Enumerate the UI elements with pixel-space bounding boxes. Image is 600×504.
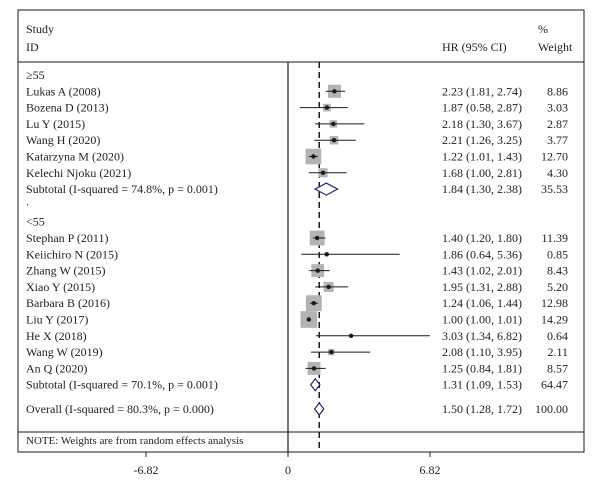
subgroup-label: ≥55 (26, 68, 45, 82)
hr-ci-value: 1.40 (1.20, 1.80) (442, 231, 522, 245)
point-estimate (348, 333, 354, 338)
weight-value: 8.86 (547, 84, 568, 98)
hr-ci-value: 2.18 (1.30, 3.67) (442, 117, 522, 131)
point-estimate (314, 235, 320, 241)
point-estimate (320, 170, 326, 175)
weight-value: 8.43 (547, 264, 568, 278)
weight-value: 12.70 (541, 150, 568, 164)
study-name: An Q (2020) (26, 361, 87, 375)
subgroup-label: <55 (26, 215, 45, 229)
random-effects-note: NOTE: Weights are from random effects an… (26, 435, 243, 447)
axis-tick-label: 6.82 (420, 463, 441, 477)
hr-ci-header: HR (95% CI) (442, 40, 507, 54)
pooled-label: Subtotal (I-squared = 70.1%, p = 0.001) (26, 378, 218, 392)
hr-ci-value: 1.95 (1.31, 2.88) (442, 280, 522, 294)
pooled-label: Subtotal (I-squared = 74.8%, p = 0.001) (26, 182, 218, 196)
study-name: Wang W (2019) (26, 345, 103, 359)
weight-value: 5.20 (547, 280, 568, 294)
weight-value: 8.57 (547, 361, 568, 375)
plot-frame (17, 9, 585, 453)
point-estimate (324, 252, 329, 257)
pooled-diamond (309, 377, 321, 392)
pooled-weight: 35.53 (541, 182, 568, 196)
hr-ci-value: 2.08 (1.10, 3.95) (442, 345, 522, 359)
hr-ci-value: 1.22 (1.01, 1.43) (442, 150, 522, 164)
hr-ci-value: 1.24 (1.06, 1.44) (442, 296, 522, 310)
weight-value: 3.03 (547, 101, 568, 115)
point-estimate (329, 349, 334, 355)
weight-value: 14.29 (541, 313, 568, 327)
point-estimate (311, 154, 316, 159)
axis-tick-label: -6.82 (134, 463, 159, 477)
hr-ci-value: 1.00 (1.00, 1.01) (442, 313, 522, 327)
pooled-diamond (313, 182, 339, 196)
weight-value: 0.85 (547, 247, 568, 261)
id-header: ID (26, 40, 39, 54)
hr-ci-value: 1.25 (0.84, 1.81) (442, 361, 522, 375)
study-name: Lukas A (2008) (26, 84, 101, 98)
weight-value: 11.39 (541, 231, 568, 245)
point-estimate (311, 366, 317, 371)
point-estimate (306, 317, 312, 322)
x-axis: -6.82 0 6.82 (134, 452, 441, 477)
pooled-hr-ci: 1.50 (1.28, 1.72) (442, 402, 522, 416)
pooled-hr-ci: 1.31 (1.09, 1.53) (442, 378, 522, 392)
hr-ci-value: 1.43 (1.02, 2.01) (442, 264, 522, 278)
pooled-weight: 64.47 (541, 378, 568, 392)
pooled-diamond (313, 402, 325, 416)
weight-value: 12.98 (541, 296, 568, 310)
study-name: Barbara B (2016) (26, 296, 110, 310)
hr-ci-value: 2.21 (1.26, 3.25) (442, 133, 522, 147)
pooled-weight: 100.00 (535, 402, 568, 416)
study-name: Wang H (2020) (26, 133, 100, 147)
point-estimate (311, 301, 317, 306)
study-name: He X (2018) (26, 329, 87, 343)
forest-rows: ≥55 Lukas A (2008) 2.23 (1.81, 2.74) 8.86 Bo… (26, 68, 568, 416)
weight-header: Weight (538, 40, 573, 54)
weight-pct-header: % (538, 22, 548, 36)
study-name: Kelechi Njoku (2021) (26, 166, 131, 180)
hr-ci-value: 3.03 (1.34, 6.82) (442, 329, 522, 343)
point-estimate (326, 284, 331, 290)
study-name: Keiichiro N (2015) (26, 247, 118, 261)
axis-tick-label: 0 (285, 463, 291, 477)
pooled-hr-ci: 1.84 (1.30, 2.38) (442, 182, 522, 196)
weight-value: 2.87 (547, 117, 568, 131)
study-name: Liu Y (2017) (26, 313, 88, 327)
study-header: Study (26, 22, 54, 36)
study-name: Lu Y (2015) (26, 117, 85, 131)
pooled-label: Overall (I-squared = 80.3%, p = 0.000) (26, 402, 214, 416)
study-name: Xiao Y (2015) (26, 280, 95, 294)
weight-value: 3.77 (547, 133, 568, 147)
point-estimate (324, 105, 330, 110)
weight-value: 0.64 (547, 329, 568, 343)
study-name: Zhang W (2015) (26, 264, 106, 278)
weight-value: 4.30 (547, 166, 568, 180)
hr-ci-value: 1.68 (1.00, 2.81) (442, 166, 522, 180)
study-name: Katarzyna M (2020) (26, 150, 124, 164)
hr-ci-value: 2.23 (1.81, 2.74) (442, 84, 522, 98)
point-estimate (331, 121, 336, 127)
study-name: Bozena D (2013) (26, 101, 109, 115)
point-estimate (315, 268, 320, 273)
point-estimate (332, 89, 337, 94)
point-estimate (331, 138, 337, 143)
weight-value: 2.11 (547, 345, 568, 359)
hr-ci-value: 1.86 (0.64, 5.36) (442, 247, 522, 261)
group-separator-dot: . (26, 194, 29, 208)
hr-ci-value: 1.87 (0.58, 2.87) (442, 101, 522, 115)
study-name: Stephan P (2011) (26, 231, 108, 245)
